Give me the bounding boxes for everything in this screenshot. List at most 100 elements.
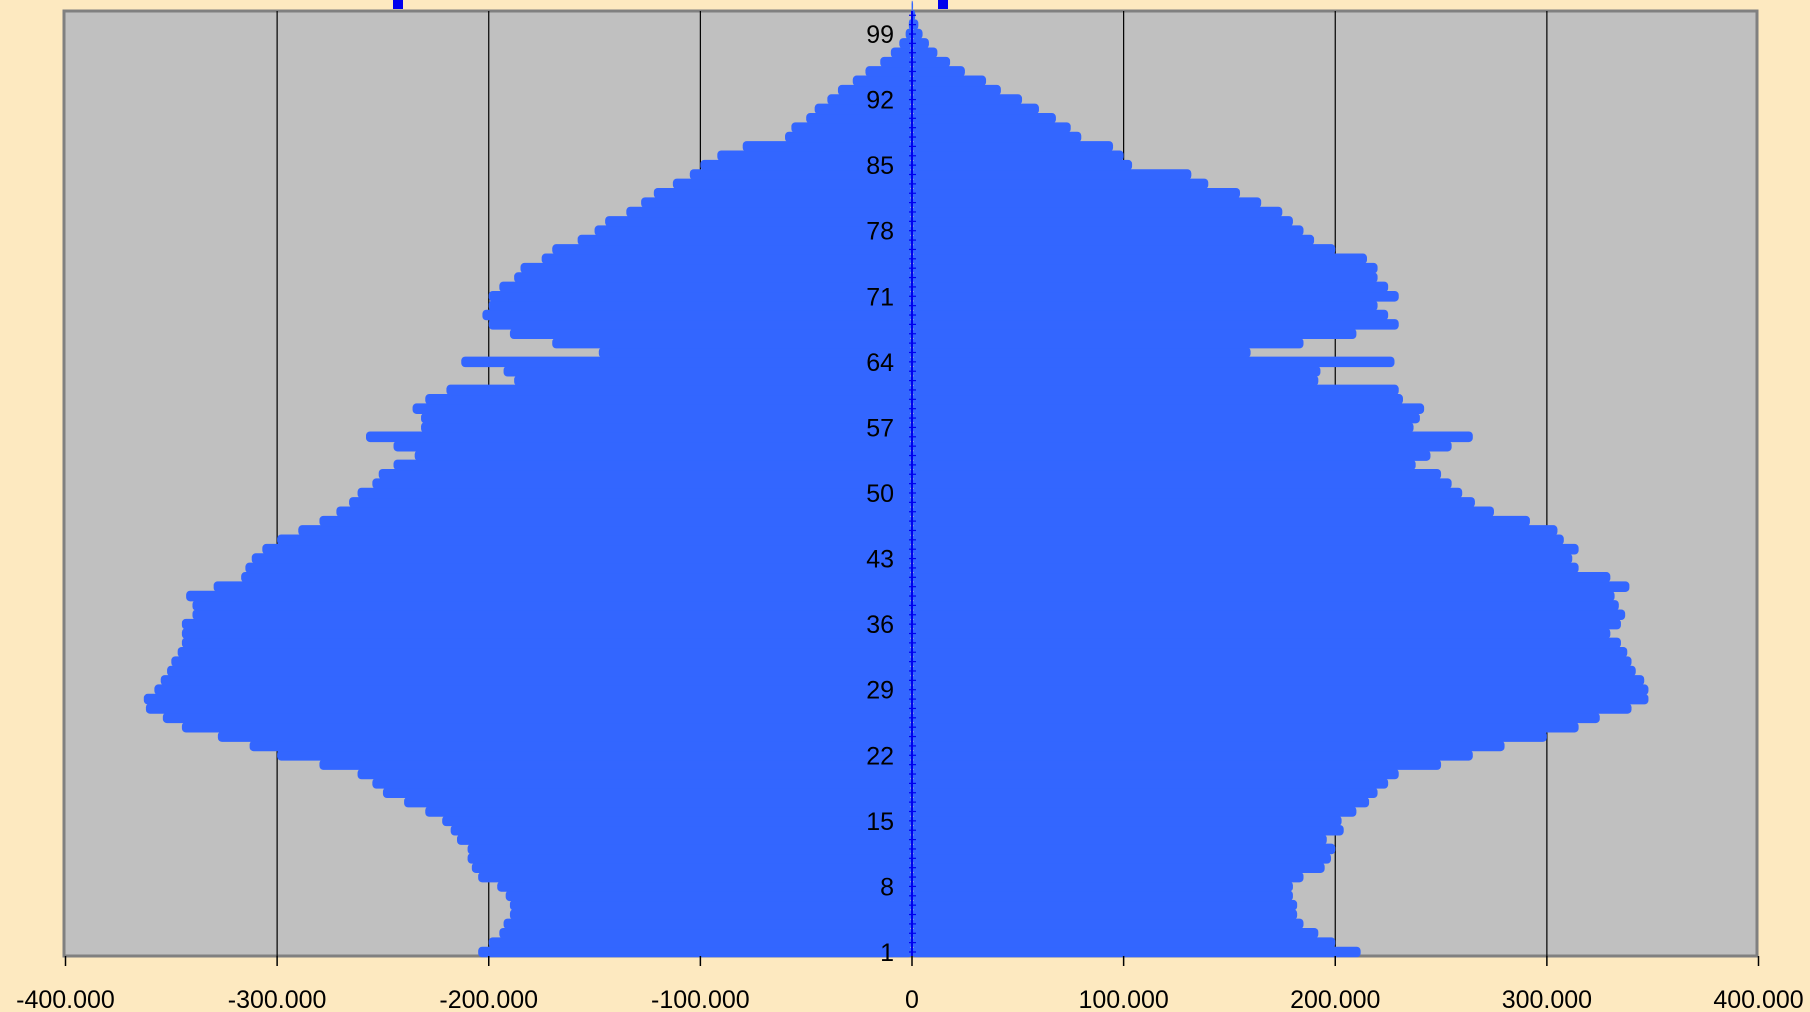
bar-right	[912, 262, 1378, 274]
y-tick-label: 85	[866, 152, 894, 180]
y-tick-label: 78	[866, 218, 894, 246]
bar-left	[357, 768, 913, 780]
x-axis: -400.000 -300.000 -200.000 -100.000 0 100.000…	[16, 956, 1804, 1012]
x-tick-label: 200.000	[1290, 986, 1380, 1012]
bar-left	[653, 187, 912, 199]
bar-right	[912, 225, 1304, 236]
bar-left	[192, 609, 913, 621]
bar-right	[912, 862, 1325, 873]
bar-left	[249, 740, 912, 752]
bar-right	[912, 272, 1378, 283]
bar-left	[393, 440, 912, 452]
bar-left	[181, 721, 913, 733]
bar-right	[912, 122, 1071, 133]
bar-right	[912, 937, 1336, 948]
bar-right	[912, 113, 1056, 124]
y-tick-label: 64	[866, 349, 894, 377]
bar-left	[177, 646, 912, 658]
bar-left	[467, 843, 912, 855]
bar-right	[912, 703, 1632, 714]
bar-left	[505, 890, 912, 902]
bar-right	[912, 431, 1473, 443]
bar-left	[626, 206, 912, 218]
bar-right	[912, 834, 1327, 845]
bar-right	[912, 422, 1414, 433]
bar-right	[912, 787, 1378, 799]
bar-right	[912, 712, 1600, 724]
bar-left	[277, 750, 912, 761]
bar-left	[366, 431, 912, 443]
bar-left	[277, 534, 912, 546]
bar-left	[478, 946, 912, 958]
bar-left	[357, 487, 913, 499]
bar-right	[912, 281, 1389, 293]
bar-left	[552, 337, 912, 349]
x-tick-label: -400.000	[16, 986, 115, 1012]
bar-right	[912, 487, 1463, 499]
bar-right	[912, 853, 1332, 864]
bar-left	[837, 84, 912, 96]
bar-right	[912, 590, 1615, 602]
bar-right	[912, 244, 1336, 255]
bar-right	[912, 47, 938, 59]
bar-left	[319, 759, 912, 770]
bar-right	[912, 347, 1251, 358]
bar-right	[912, 468, 1442, 480]
bar-left	[689, 169, 912, 180]
bar-left	[393, 459, 912, 471]
bar-left	[450, 824, 912, 836]
bar-right	[912, 394, 1403, 405]
bar-right	[912, 216, 1293, 227]
bar-left	[880, 56, 912, 68]
bar-left	[378, 468, 913, 480]
y-tick-label: 57	[866, 414, 894, 442]
bar-right	[912, 150, 1124, 162]
bar-right	[912, 141, 1114, 152]
bar-left	[520, 262, 912, 274]
y-tick-label: 43	[866, 546, 894, 574]
bar-left	[471, 862, 912, 873]
y-tick-label: 99	[866, 21, 894, 49]
bar-left	[791, 122, 912, 133]
bar-left	[806, 113, 912, 124]
bar-right	[912, 796, 1370, 808]
bar-left	[478, 871, 912, 883]
y-tick-label: 15	[866, 808, 894, 836]
bar-left	[404, 796, 912, 808]
bar-left	[412, 403, 912, 414]
y-tick-label: 36	[866, 611, 894, 639]
bar-left	[503, 365, 912, 377]
bar-right	[912, 927, 1319, 939]
bar-right	[912, 234, 1315, 246]
bar-right	[912, 871, 1304, 883]
bar-right	[912, 543, 1579, 555]
x-tick-label: -100.000	[651, 986, 750, 1012]
x-tick-label: 300.000	[1502, 986, 1592, 1012]
bar-right	[912, 740, 1505, 752]
bar-left	[598, 347, 912, 358]
bar-left	[488, 319, 912, 330]
bar-right	[912, 187, 1241, 199]
bar-right	[912, 94, 1023, 105]
bar-right	[912, 899, 1298, 911]
bar-left	[217, 731, 912, 742]
bar-right	[912, 356, 1395, 368]
bar-right	[912, 890, 1293, 902]
bar-left	[514, 272, 912, 283]
bar-right	[912, 319, 1399, 330]
bar-left	[245, 562, 913, 574]
bar-left	[742, 141, 912, 152]
bar-right	[912, 291, 1399, 302]
bar-left	[641, 197, 912, 208]
bar-right	[912, 0, 914, 12]
bar-right	[912, 815, 1342, 827]
bar-right	[912, 384, 1399, 396]
bar-left	[594, 225, 912, 236]
bar-left	[372, 778, 912, 789]
bar-left	[461, 356, 912, 368]
y-tick-label: 71	[866, 283, 894, 311]
bar-right	[912, 750, 1473, 761]
bar-left	[488, 300, 912, 311]
bar-right	[912, 56, 951, 68]
bar-right	[912, 609, 1626, 621]
